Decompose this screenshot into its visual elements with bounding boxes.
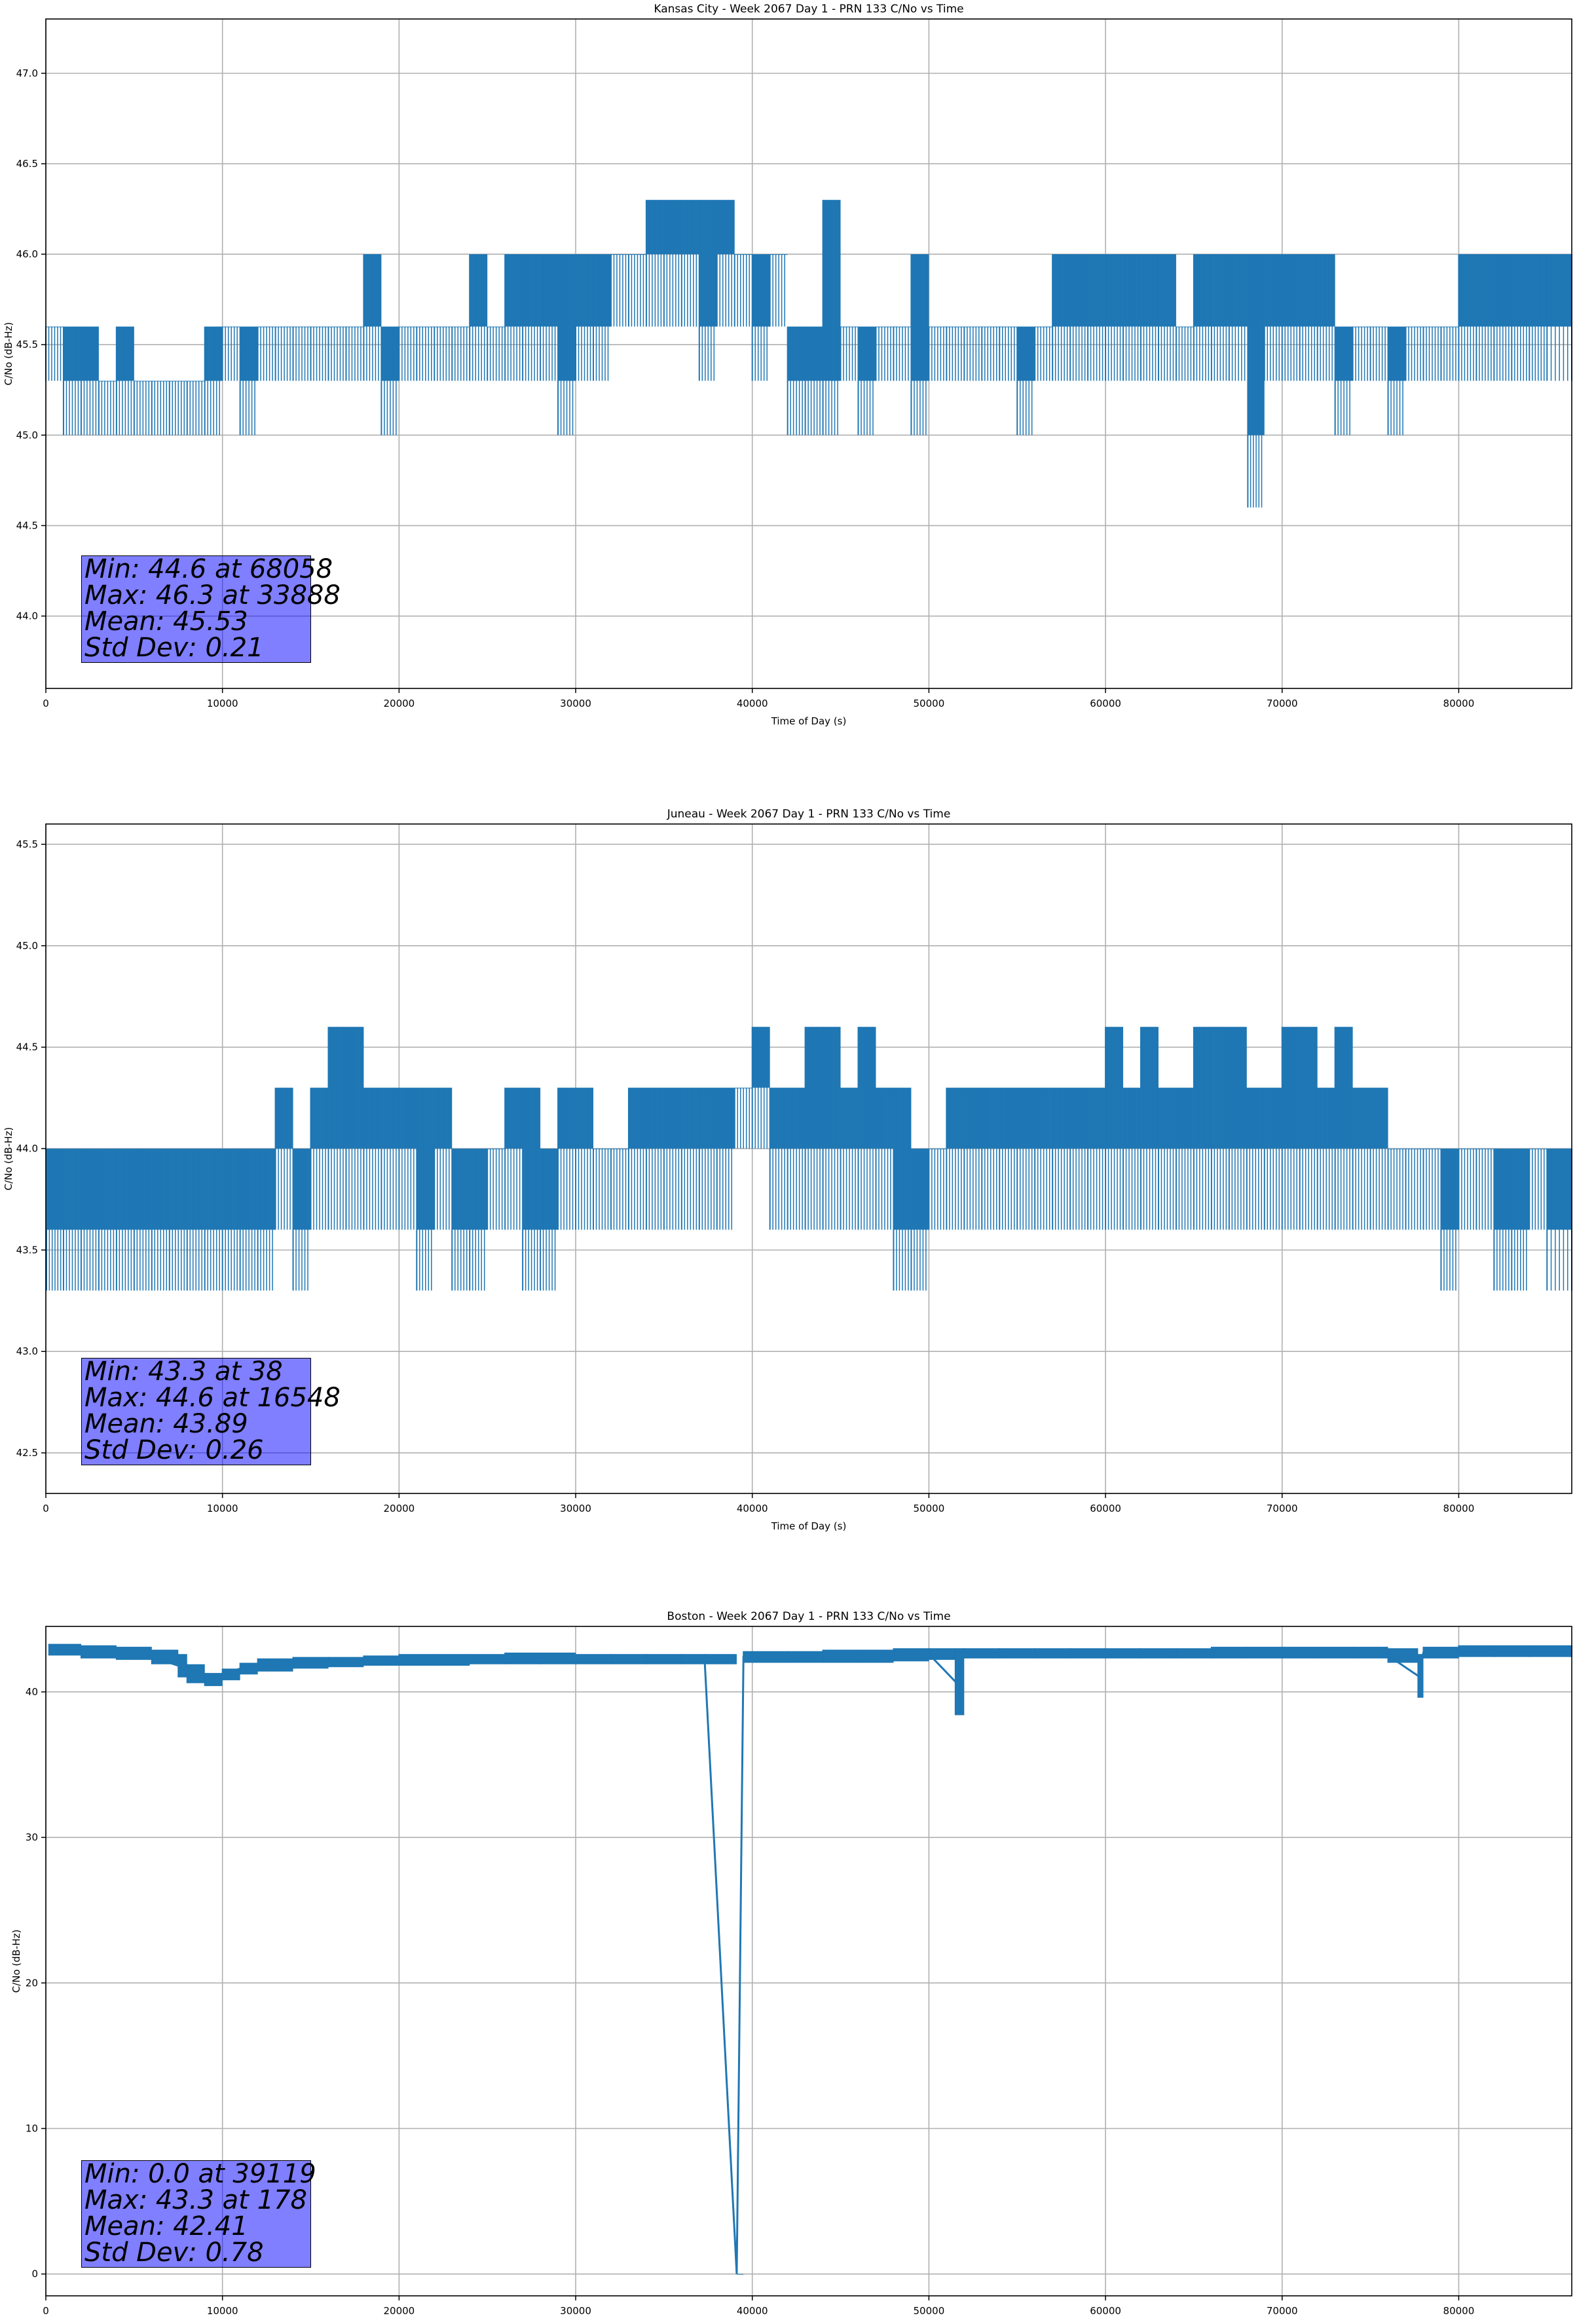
y-tick-label: 45.0: [16, 940, 38, 952]
x-tick-label: 40000: [737, 2305, 768, 2317]
x-tick-label: 70000: [1267, 2305, 1298, 2317]
stat-min: Min: 44.6 at 68058: [84, 554, 333, 584]
data-series: [45, 200, 1572, 508]
y-tick-label: 30: [26, 1831, 38, 1843]
plot-frame: [45, 18, 1572, 689]
x-axis-label: Time of Day (s): [771, 2323, 847, 2324]
data-band: [929, 1648, 955, 1660]
y-axis-label: C/No (dB-Hz): [10, 1930, 22, 1993]
y-tick-label: 40: [26, 1686, 38, 1698]
x-tick-label: 0: [43, 2305, 49, 2317]
data-band: [736, 2274, 744, 2275]
data-trace: [48, 1649, 1572, 2274]
data-band: [257, 1658, 293, 1672]
x-tick-label: 60000: [1090, 2305, 1121, 2317]
data-band: [1418, 1654, 1424, 1698]
y-tick-label: 20: [26, 1977, 38, 1989]
stat-std-dev: Std Dev: 0.26: [84, 1435, 264, 1465]
x-tick-label: 50000: [914, 2305, 945, 2317]
stat-std-dev: Std Dev: 0.21: [84, 633, 264, 663]
x-tick-label: 50000: [914, 698, 945, 709]
x-axis-label: Time of Day (s): [771, 1520, 847, 1532]
y-tick-label: 43.0: [16, 1345, 38, 1357]
data-band: [955, 1648, 965, 1715]
y-tick-label: 47.0: [16, 67, 38, 79]
x-tick-label: 60000: [1090, 698, 1121, 709]
y-tick-label: 42.5: [16, 1447, 38, 1459]
x-tick-label: 40000: [737, 1503, 768, 1514]
chart-boston: 0 10000 20000 30000 40000 50000 60000 70000 8000…: [10, 1610, 1572, 2324]
x-tick-label: 80000: [1443, 2305, 1475, 2317]
y-tick-label: 45.5: [16, 339, 38, 350]
chart-kansas-city: 0 10000 20000 30000 40000 50000 60000 70000 8000…: [3, 3, 1572, 727]
y-tick-label: 44.0: [16, 610, 38, 622]
y-tick-label: 44.0: [16, 1143, 38, 1155]
data-band: [704, 1654, 737, 1664]
y-tick-label: 45.5: [16, 838, 38, 850]
x-tick-label: 10000: [207, 1503, 238, 1514]
stat-mean: Mean: 43.89: [84, 1409, 248, 1439]
stat-mean: Mean: 45.53: [84, 607, 248, 637]
x-tick-label: 30000: [560, 698, 591, 709]
y-tick-label: 46.0: [16, 248, 38, 260]
y-tick-label: 44.5: [16, 1041, 38, 1053]
x-tick-label: 30000: [560, 1503, 591, 1514]
x-tick-label: 40000: [737, 698, 768, 709]
stat-max: Max: 43.3 at 178: [84, 2185, 307, 2215]
x-tick-label: 70000: [1267, 1503, 1298, 1514]
chart-title: Boston - Week 2067 Day 1 - PRN 133 C/No …: [667, 1610, 950, 1623]
y-tick-label: 45.0: [16, 429, 38, 441]
data-band: [48, 1643, 81, 1656]
data-series: [46, 1026, 1572, 1291]
x-tick-label: 0: [43, 698, 49, 709]
stat-min: Min: 43.3 at 38: [84, 1357, 283, 1387]
data-band: [1388, 1648, 1419, 1663]
stat-max: Max: 44.6 at 16548: [84, 1383, 341, 1413]
y-tick-label: 43.5: [16, 1244, 38, 1256]
stat-std-dev: Std Dev: 0.78: [84, 2238, 264, 2268]
x-tick-label: 30000: [560, 2305, 591, 2317]
stat-max: Max: 46.3 at 33888: [84, 580, 341, 610]
x-tick-label: 10000: [207, 698, 238, 709]
x-tick-label: 80000: [1443, 1503, 1475, 1514]
data-series: [48, 1643, 1572, 2275]
stat-mean: Mean: 42.41: [84, 2211, 248, 2241]
x-tick-label: 20000: [383, 698, 415, 709]
x-tick-label: 50000: [914, 1503, 945, 1514]
x-tick-label: 70000: [1267, 698, 1298, 709]
stats-box-boston: Min: 0.0 at 39119 Max: 43.3 at 178 Mean:…: [81, 2159, 316, 2268]
stats-box-kansas-city: Min: 44.6 at 68058 Max: 46.3 at 33888 Me…: [81, 554, 341, 663]
y-tick-label: 44.5: [16, 519, 38, 531]
y-axis-label: C/No (dB-Hz): [3, 1127, 14, 1191]
x-tick-label: 10000: [207, 2305, 238, 2317]
y-tick-label: 46.5: [16, 158, 38, 170]
x-tick-label: 60000: [1090, 1503, 1121, 1514]
y-tick-label: 10: [26, 2123, 38, 2135]
data-band: [222, 1668, 240, 1681]
stats-box-juneau: Min: 43.3 at 38 Max: 44.6 at 16548 Mean:…: [81, 1357, 341, 1465]
chart-title: Kansas City - Week 2067 Day 1 - PRN 133 …: [654, 3, 963, 16]
x-tick-label: 20000: [383, 1503, 415, 1514]
stat-min: Min: 0.0 at 39119: [84, 2159, 316, 2189]
x-tick-label: 0: [43, 1503, 49, 1514]
x-tick-label: 20000: [383, 2305, 415, 2317]
data-band: [151, 1649, 179, 1664]
chart-title: Juneau - Week 2067 Day 1 - PRN 133 C/No …: [667, 808, 951, 821]
x-axis-label: Time of Day (s): [771, 715, 847, 727]
plot-frame: [45, 1626, 1572, 2296]
plot-frame: [45, 823, 1572, 1494]
x-tick-label: 80000: [1443, 698, 1475, 709]
y-axis-label: C/No (dB-Hz): [3, 322, 14, 386]
chart-juneau: 0 10000 20000 30000 40000 50000 60000 70000 8000…: [3, 808, 1572, 1532]
y-tick-label: 0: [31, 2268, 38, 2280]
